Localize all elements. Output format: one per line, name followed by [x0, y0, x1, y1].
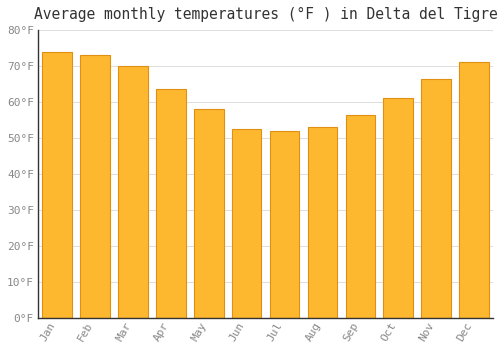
Bar	[118, 66, 148, 318]
Bar	[194, 109, 224, 318]
Title: Average monthly temperatures (°F ) in Delta del Tigre: Average monthly temperatures (°F ) in De…	[34, 7, 497, 22]
Bar	[422, 79, 451, 318]
Bar	[384, 98, 413, 318]
Bar	[308, 127, 337, 318]
Bar	[42, 52, 72, 318]
Bar	[232, 129, 262, 318]
Bar	[270, 131, 300, 318]
Bar	[460, 62, 489, 318]
Bar	[156, 89, 186, 318]
Bar	[346, 114, 375, 318]
Bar	[80, 55, 110, 318]
